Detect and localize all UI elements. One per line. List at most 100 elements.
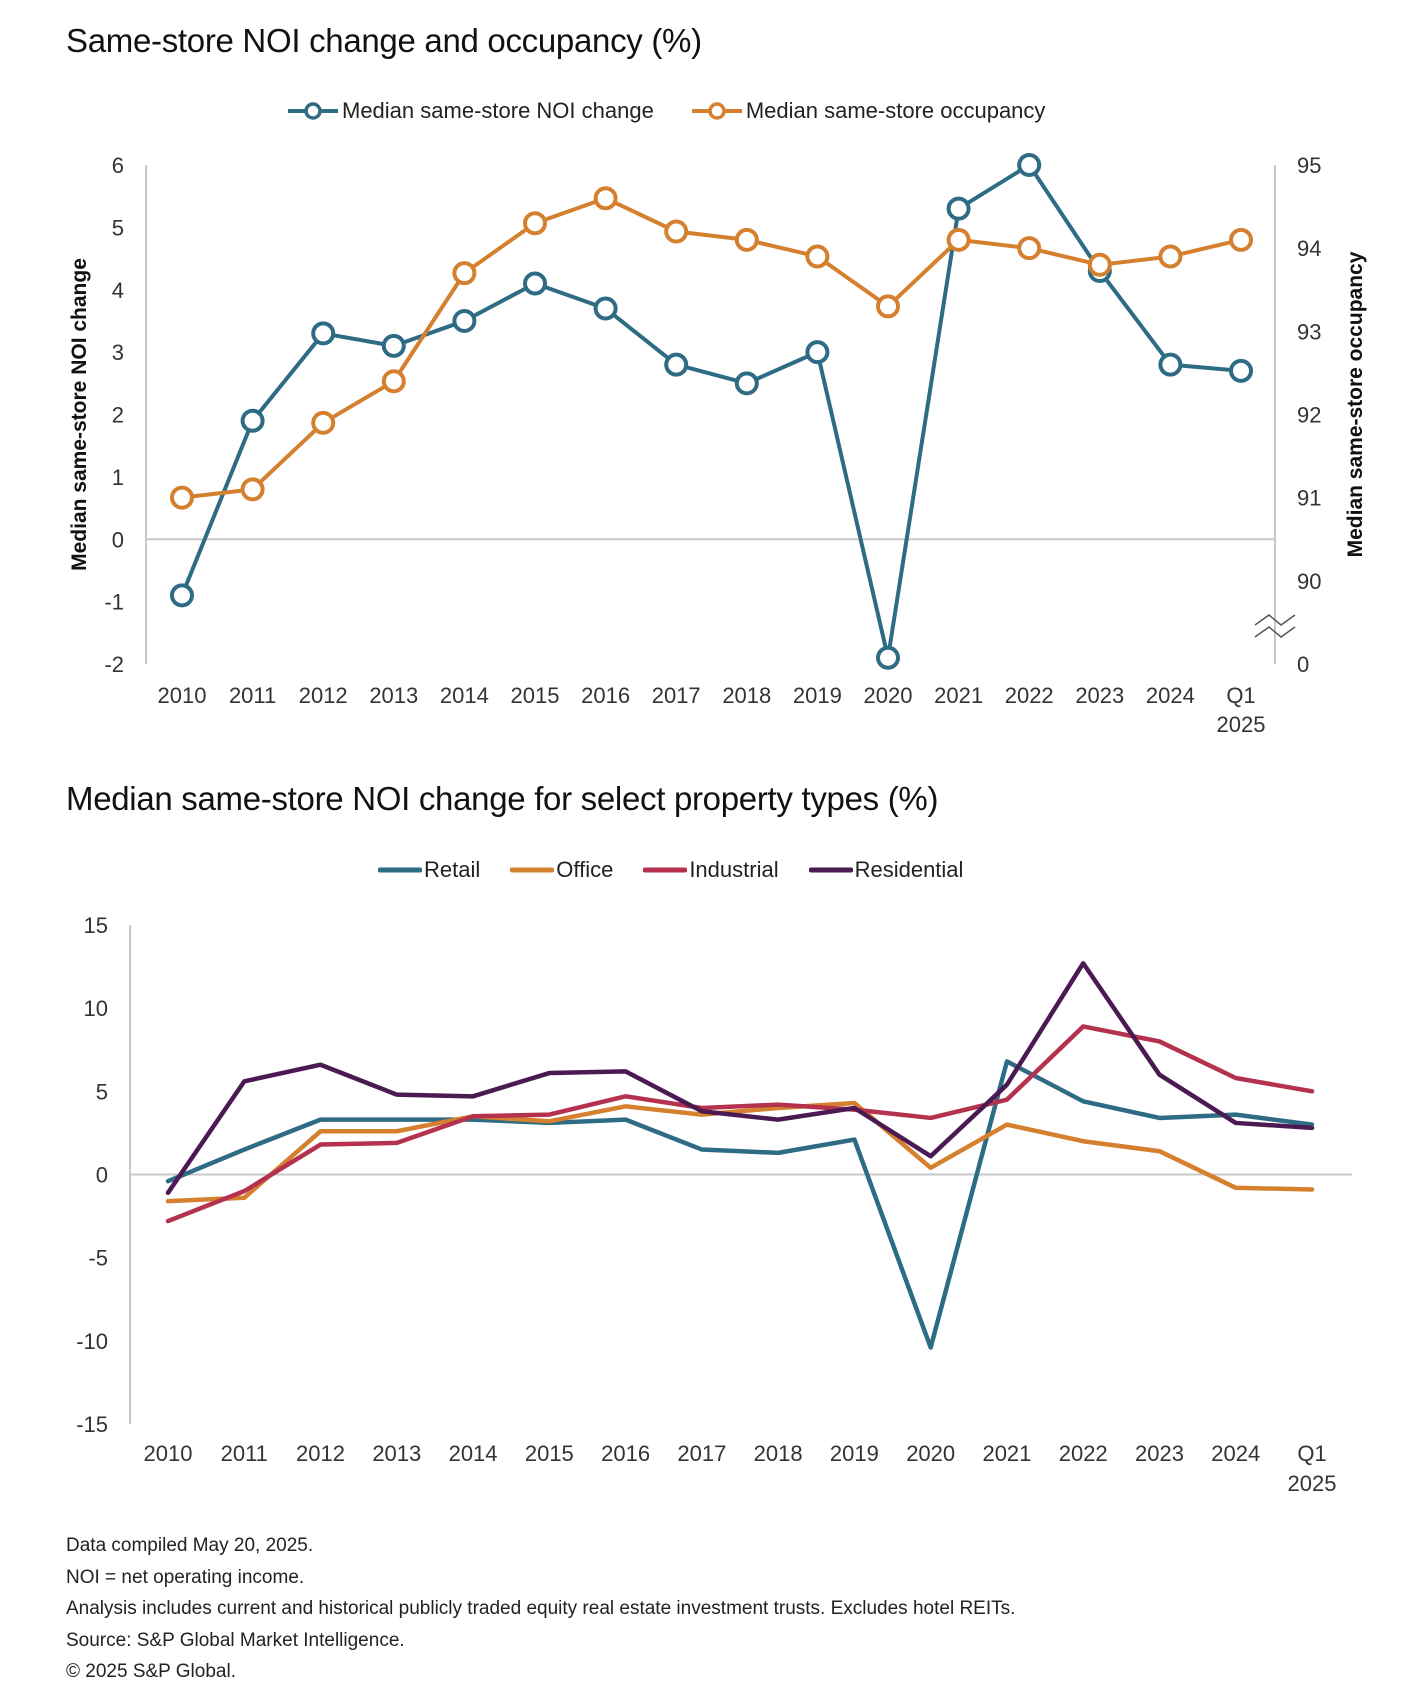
y-tick-label: 6 [112,153,124,178]
data-point-noi [452,308,477,333]
x-tick-label: 2023 [1135,1441,1184,1466]
data-point-occupancy [170,485,194,510]
data-point-noi [240,408,265,433]
x-tick-label: 2025 [1288,1471,1337,1496]
data-point-occupancy [946,227,971,252]
x-tick-label: 2013 [372,1441,421,1466]
x-tick-label: 2017 [677,1441,726,1466]
data-point-noi [734,371,759,396]
y-tick-label: 3 [112,340,124,365]
legend-label: Retail [424,857,481,882]
line-marker-icon [288,102,338,120]
x-tick-label: 2010 [158,683,207,708]
x-tick-label: 2024 [1211,1441,1260,1466]
y-tick-label: 1 [112,465,124,490]
y-tick-label: 0 [96,1163,108,1188]
x-tick-label: 2018 [754,1441,803,1466]
series-line-office [165,1100,1315,1204]
legend-noi-occupancy: Median same-store NOI change Median same… [286,98,1081,124]
line-swatch-icon [510,867,555,873]
data-point-occupancy [664,219,689,244]
y2-tick-label: 94 [1297,236,1321,261]
y-tick-label: 2 [112,403,124,428]
y-tick-label: -2 [104,652,124,677]
y-tick-label: -5 [88,1246,108,1271]
x-tick-label: 2021 [982,1441,1031,1466]
chart-title-property-types: Median same-store NOI change for select … [66,780,939,817]
y-tick-label: 5 [112,215,124,240]
x-tick-label: 2019 [830,1441,879,1466]
data-point-noi [593,296,618,321]
y-tick-label: -15 [76,1412,108,1437]
x-tick-label: 2015 [511,683,560,708]
x-tick-label: 2012 [296,1441,345,1466]
legend-item-retail: Retail [378,857,480,883]
series-line-retail [165,1059,1315,1350]
x-tick-label: 2016 [601,1441,650,1466]
data-point-occupancy [593,186,618,211]
line-marker-icon [691,102,742,120]
data-point-noi [946,196,971,221]
data-point-occupancy [1017,236,1042,261]
data-point-noi [805,340,830,365]
data-point-noi [876,645,900,670]
x-tick-label: 2023 [1075,683,1124,708]
x-tick-label: 2014 [440,683,489,708]
data-point-noi [1017,153,1042,177]
x-tick-label: 2022 [1005,683,1054,708]
y2-tick-label: 92 [1297,403,1321,428]
legend-item-residential: Residential [808,857,964,883]
data-point-occupancy [1158,244,1183,269]
y-tick-label: -1 [104,590,124,615]
footnote-date: Data compiled May 20, 2025. [66,1535,314,1556]
footnote-analysis: Analysis includes current and historical… [66,1598,1016,1619]
data-point-occupancy [876,294,900,319]
data-point-noi [1158,352,1183,377]
data-point-occupancy [240,477,265,502]
x-tick-label: 2019 [793,683,842,708]
data-point-occupancy [452,261,477,286]
legend-label: Residential [854,857,964,882]
y2-tick-label: 91 [1297,486,1321,511]
x-tick-label: 2017 [652,683,701,708]
line-swatch-icon [808,867,853,873]
footnote-noi-definition: NOI = net operating income. [66,1566,305,1588]
x-tick-label: 2015 [525,1441,574,1466]
series-line-occupancy [181,196,1242,500]
y-tick-label: 5 [96,1079,108,1104]
footnote-source: Source: S&P Global Market Intelligence. [66,1629,405,1651]
chart-title-noi-occupancy: Same-store NOI change and occupancy (%) [66,22,702,59]
x-tick-label: 2025 [1217,712,1266,737]
y-tick-label: 4 [112,278,124,303]
legend-item-industrial: Industrial [643,857,779,883]
data-point-occupancy [381,369,406,394]
y-tick-label: 15 [84,913,108,938]
legend-item-occupancy: Median same-store occupancy [690,98,1045,124]
legend-item-noi: Median same-store NOI change [286,98,654,124]
y-tick-label: 10 [84,996,108,1021]
legend-label: Industrial [689,857,779,882]
legend-property-types: Retail Office Industrial Residential [378,857,993,883]
line-swatch-icon [378,867,422,873]
data-point-occupancy [311,410,336,435]
line-swatch-icon [643,867,688,873]
data-point-noi [381,333,406,358]
data-point-noi [170,583,194,608]
x-tick-label: Q1 [1226,683,1255,708]
x-tick-label: 2010 [144,1441,193,1466]
y2-tick-label: 95 [1297,153,1321,178]
series-line-noi [180,163,1242,660]
x-tick-label: 2016 [581,683,630,708]
x-tick-label: 2013 [369,683,418,708]
y2-tick-label: 90 [1297,569,1321,594]
y2-tick-label: 0 [1297,652,1309,677]
x-tick-label: 2012 [299,683,348,708]
y2-tick-label: 93 [1297,319,1321,344]
data-point-noi [311,321,336,346]
legend-item-office: Office [510,857,613,883]
footnotes: Data compiled May 20, 2025. NOI = net op… [66,1530,1015,1688]
y-tick-label: -10 [76,1329,108,1354]
axis-break-icon [1254,626,1296,638]
series-line-residential [165,961,1315,1196]
